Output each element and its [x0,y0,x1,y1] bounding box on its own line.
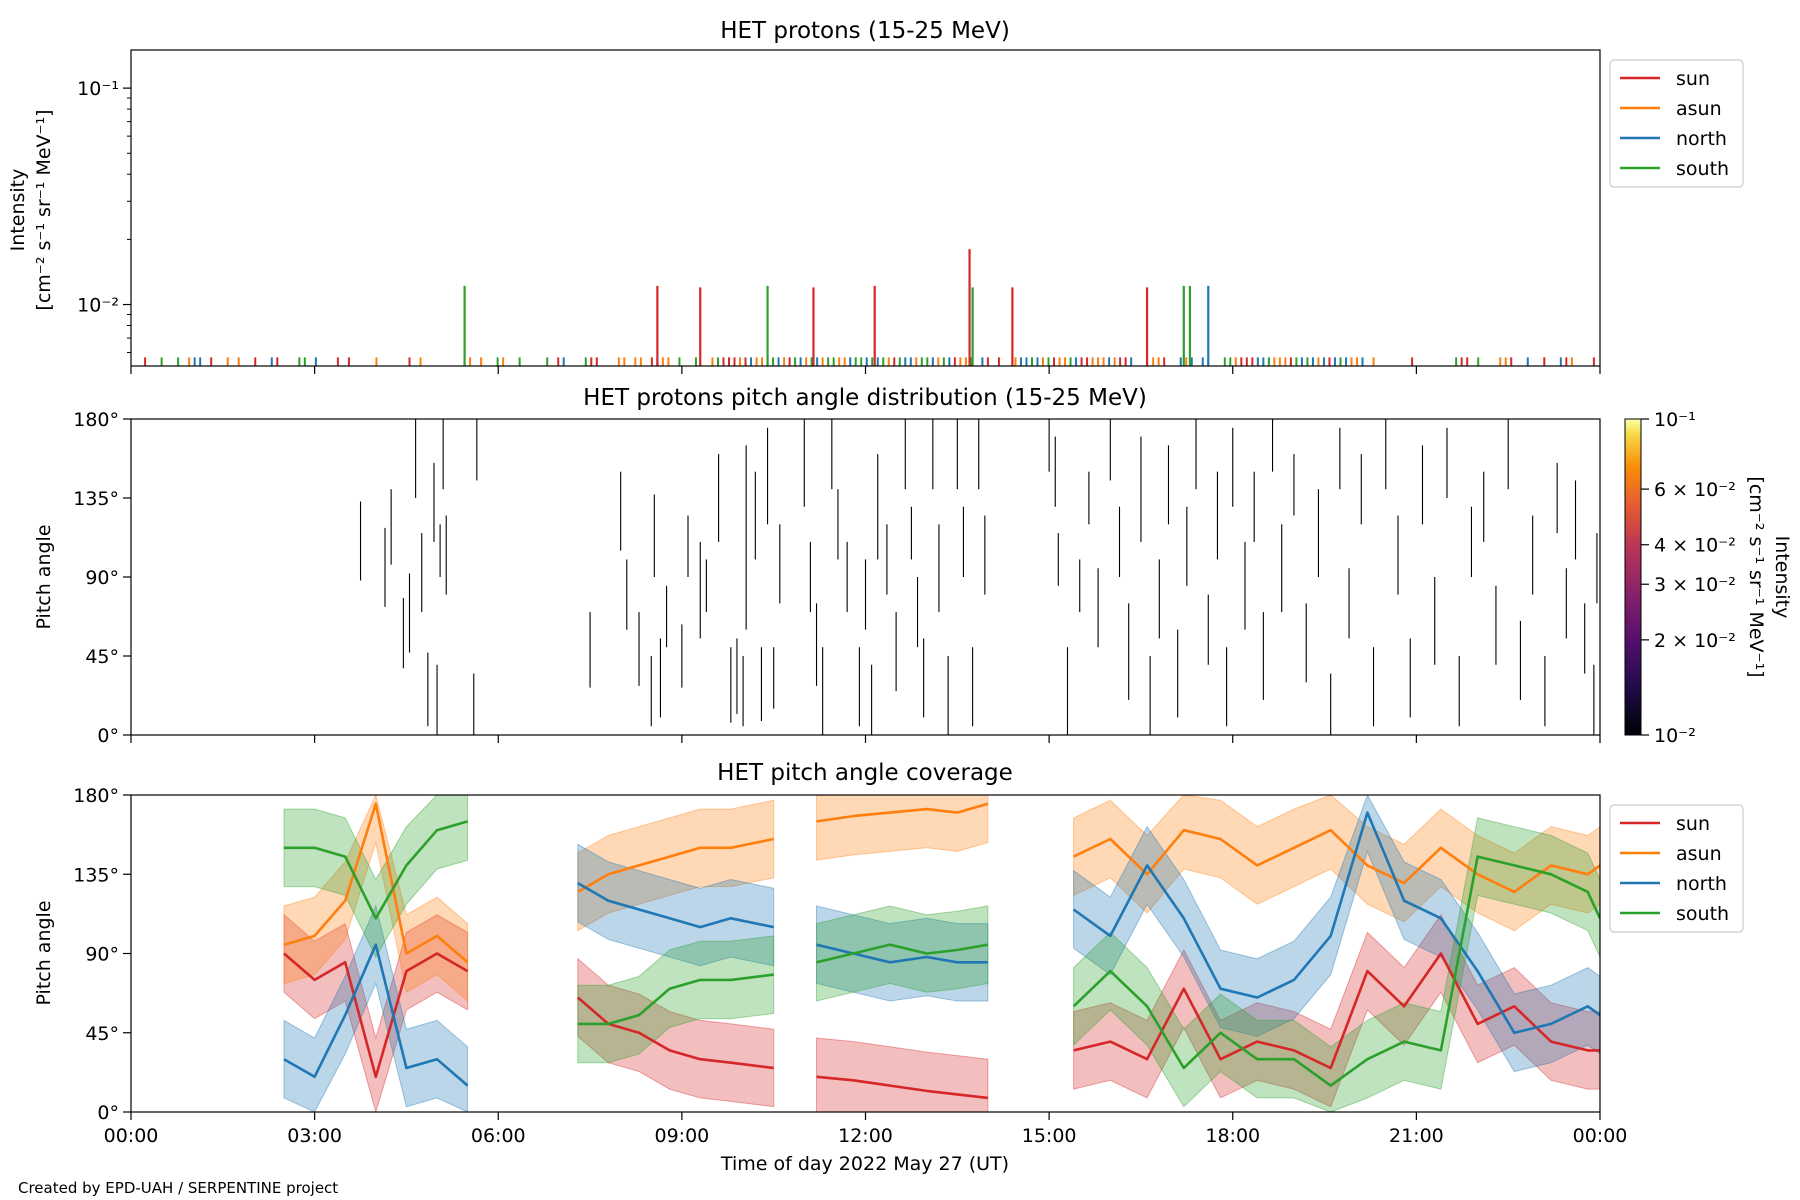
legend-label-south: south [1676,158,1729,180]
panel3-band-asun [283,795,469,1003]
panel3-ytick-label: 135° [73,864,119,886]
panel2-ytick-label: 180° [73,409,119,431]
panel3-band-north [577,843,775,967]
panel3-line-sun [283,952,469,1079]
panel3-ytick-label: 90° [85,944,119,966]
colorbar-label-line1: Intensity [1771,536,1793,619]
panel1-legend: sun asun north south [1609,59,1744,188]
panel3-ylabel: Pitch angle [33,900,55,1005]
panel3-ytick-label: 45° [85,1023,119,1045]
panel3-band-sun [577,957,775,1108]
panel3-line-asun [283,802,469,964]
panel1-ylabel-line2: [cm⁻² s⁻¹ sr⁻¹ MeV⁻¹] [33,109,55,310]
panel3-ytick-label: 0° [97,1102,119,1124]
colorbar-tick-label: 2 × 10⁻² [1654,630,1736,652]
panel3-band-south [816,905,989,1002]
panel1-title: HET protons (15-25 MeV) [720,18,1010,44]
panel1-ylabel-line1: Intensity [7,169,29,252]
panel2-ytick-label: 90° [85,567,119,589]
panel3-ytick-label: 180° [73,785,119,807]
panel3-band-south [1073,817,1600,1112]
x-tick-label: 00:00 [104,1125,159,1147]
legend-label-asun: asun [1676,98,1722,120]
colorbar-tick-label: 6 × 10⁻² [1654,479,1736,501]
panel2-title: HET protons pitch angle distribution (15… [583,385,1147,411]
panel3-line-south [284,820,468,920]
panel3-line-south [577,973,774,1026]
legend-label-sun: sun [1676,68,1710,90]
panel-intensity: HET protons (15-25 MeV) 10⁻¹ 10⁻² Intensi… [7,18,1744,374]
x-axis-label: Time of day 2022 May 27 (UT) [720,1153,1009,1175]
panel2-ytick-label: 45° [85,646,119,668]
panel3-line-south [816,943,989,964]
x-tick-label: 03:00 [287,1125,342,1147]
panel2-x-ticks [130,735,1601,743]
colorbar [1624,418,1642,736]
panel3-line-asun [1073,828,1600,894]
colorbar-tick-label: 10⁻¹ [1654,409,1696,431]
x-tick-label: 09:00 [654,1125,709,1147]
x-tick-label: 06:00 [471,1125,526,1147]
panel1-ytick-label: 10⁻¹ [77,78,119,100]
panel3-band-south [577,935,775,1064]
panel3-band-sun [1073,913,1600,1108]
credit-text: Created by EPD-UAH / SERPENTINE project [18,1179,338,1197]
panel3-legend: sun asun north south [1609,804,1744,933]
panel3-band-sun [283,913,469,1112]
legend-label-north: north [1676,873,1727,895]
panel2-plot-area [359,419,1598,735]
panel2-ylabel: Pitch angle [33,524,55,629]
legend-label-asun: asun [1676,843,1722,865]
panel1-x-ticks [130,366,1601,374]
colorbar-label-line2: [cm⁻² s⁻¹ sr⁻¹ MeV⁻¹] [1745,476,1767,677]
colorbar-ticks: 10⁻¹ 6 × 10⁻² 4 × 10⁻² 3 × 10⁻² 2 × 10⁻² 10⁻² [1641,409,1736,747]
x-tick-label: 21:00 [1389,1125,1444,1147]
panel2-ytick-label: 0° [97,725,119,747]
panel3-line-sun [816,1075,989,1100]
panel1-plot-area [144,249,1595,366]
panel3-line-south [1072,855,1600,1087]
panel2-ytick-label: 135° [73,488,119,510]
panel3-line-north [283,943,469,1087]
panel3-x-axis: 00:00 03:00 06:00 09:00 12:00 15:00 18:00 21:00… [104,1112,1628,1147]
colorbar-tick-label: 10⁻² [1654,725,1696,747]
legend-label-sun: sun [1676,813,1710,835]
panel3-band-north [283,904,469,1112]
panel-pitch-angle-distribution: HET protons pitch angle distribution (15… [33,385,1793,747]
panel3-band-north [816,905,989,1002]
x-tick-label: 12:00 [838,1125,893,1147]
panel3-line-north [577,881,774,929]
panel3-band-north [1073,795,1600,1073]
panel3-title: HET pitch angle coverage [717,760,1013,786]
panel1-frame [130,49,1601,367]
panel3-line-asun [816,802,989,823]
panel2-y-axis: 0° 45° 90° 135° 180° [73,409,131,747]
x-tick-label: 15:00 [1022,1125,1077,1147]
x-tick-label: 18:00 [1205,1125,1260,1147]
panel3-line-north [1072,811,1600,1035]
colorbar-tick-label: 3 × 10⁻² [1654,574,1736,596]
panel3-plot-area [283,795,1600,1112]
panel3-band-asun [1073,795,1600,932]
panel1-y-axis: 10⁻¹ 10⁻² [77,78,131,354]
panel3-line-asun [577,837,774,894]
panel3-y-axis: 0° 45° 90° 135° 180° [73,785,131,1124]
legend-label-north: north [1676,128,1727,150]
panel3-band-sun [816,1037,989,1112]
panel1-ytick-label: 10⁻² [77,295,119,317]
panel3-line-sun [1073,952,1600,1070]
panel3-band-south [283,795,469,959]
panel-pitch-angle-coverage: HET pitch angle coverage 0° 45° 90° 135° 180… [33,760,1744,1175]
x-tick-label: 00:00 [1573,1125,1628,1147]
panel3-band-asun [816,795,989,861]
panel3-band-asun [577,799,775,932]
legend-label-south: south [1676,903,1729,925]
colorbar-tick-label: 4 × 10⁻² [1654,535,1736,557]
panel3-line-north [816,943,988,964]
